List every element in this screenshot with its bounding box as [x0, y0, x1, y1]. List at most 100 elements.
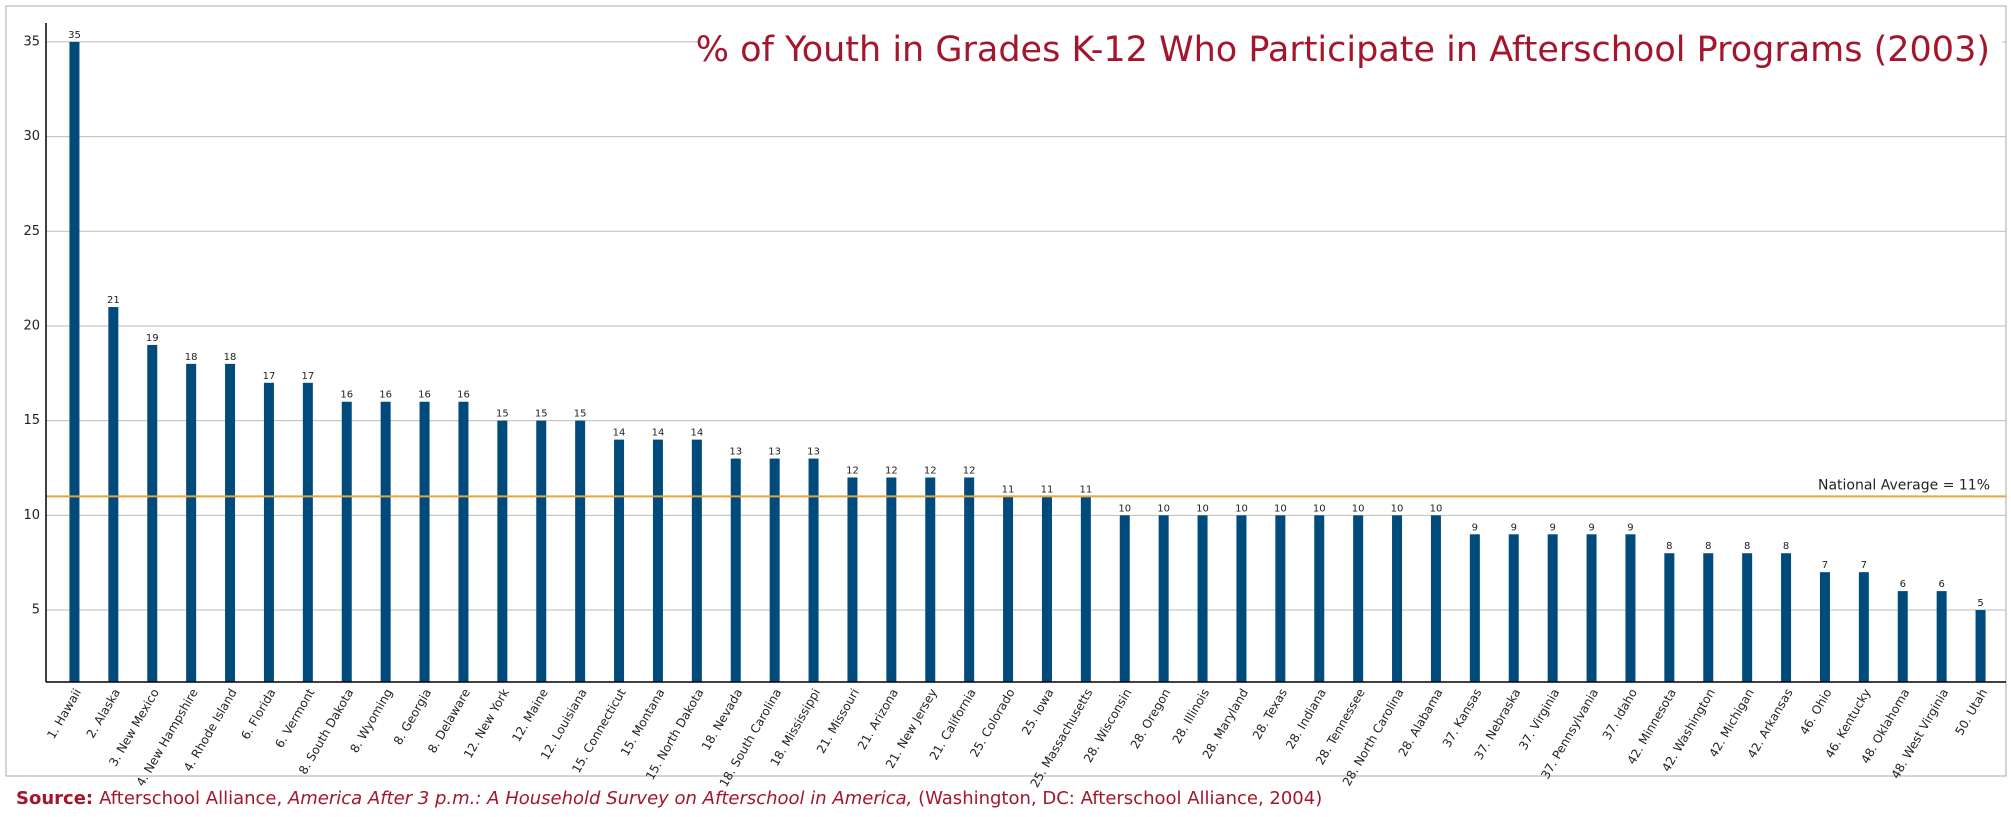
value-label: 15	[535, 409, 548, 420]
value-label: 12	[924, 465, 937, 476]
bar	[1392, 515, 1403, 682]
value-label: 10	[1352, 503, 1365, 514]
bar	[730, 458, 741, 682]
y-tick-label: 20	[23, 318, 40, 333]
bar	[1469, 534, 1480, 682]
x-tick-label: 1. Hawaii	[44, 686, 84, 741]
value-label: 18	[185, 352, 198, 363]
value-label: 17	[263, 371, 276, 382]
value-label: 17	[301, 371, 314, 382]
source-text: Afterschool Alliance,	[99, 788, 288, 809]
value-label: 19	[146, 333, 159, 344]
bar	[1547, 534, 1558, 682]
bar	[341, 401, 352, 682]
bar	[614, 439, 625, 682]
value-label: 16	[457, 390, 470, 401]
bar	[419, 401, 430, 682]
bar	[1858, 572, 1869, 682]
x-tick-label: 8. Wyoming	[347, 686, 395, 755]
bar	[1703, 553, 1714, 682]
bar	[1586, 534, 1597, 682]
frame	[5, 5, 2007, 777]
bar	[1353, 515, 1364, 682]
bar	[536, 420, 547, 682]
y-tick-label: 10	[23, 508, 40, 523]
bar	[458, 401, 469, 682]
value-label: 6	[1938, 579, 1944, 590]
bar	[1003, 496, 1014, 682]
source: Source: Afterschool Alliance, America Aft…	[16, 788, 1322, 809]
bar	[1314, 515, 1325, 682]
bar	[497, 420, 508, 682]
value-label: 35	[68, 30, 81, 41]
bar	[769, 458, 780, 682]
value-label: 10	[1118, 503, 1131, 514]
bar	[1236, 515, 1247, 682]
bar	[886, 477, 897, 682]
value-label: 13	[807, 447, 820, 458]
x-tick-label: 28. Illinois	[1170, 686, 1213, 746]
value-label: 12	[846, 465, 859, 476]
bar	[1819, 572, 1830, 682]
value-label: 10	[1157, 503, 1170, 514]
bar	[186, 363, 197, 682]
value-label: 12	[885, 465, 898, 476]
y-tick-label: 30	[23, 129, 40, 144]
bar	[1197, 515, 1208, 682]
x-tick-label: 28. Oregon	[1128, 686, 1174, 751]
bar	[925, 477, 936, 682]
value-label: 16	[340, 390, 353, 401]
bar	[225, 363, 236, 682]
value-label: 9	[1588, 522, 1594, 533]
x-tick-label: 46. Ohio	[1797, 686, 1834, 737]
value-label: 15	[574, 409, 587, 420]
value-label: 9	[1549, 522, 1555, 533]
x-tick-label: 37. Kansas	[1440, 686, 1485, 750]
bar	[964, 477, 975, 682]
source-label: Source:	[16, 788, 93, 809]
bar	[1664, 553, 1675, 682]
value-label: 10	[1391, 503, 1404, 514]
y-tick-label: 35	[23, 34, 40, 49]
bar	[691, 439, 702, 682]
x-tick-label: 28. Indiana	[1283, 686, 1329, 751]
bar	[1158, 515, 1169, 682]
value-label: 18	[224, 352, 237, 363]
y-tick-label: 15	[23, 413, 40, 428]
bar	[1781, 553, 1792, 682]
value-label: 8	[1783, 541, 1789, 552]
value-label: 9	[1627, 522, 1633, 533]
bar	[808, 458, 819, 682]
y-tick-label: 25	[23, 224, 40, 239]
value-label: 12	[963, 465, 976, 476]
x-tick-label: 2. Alaska	[84, 686, 123, 740]
value-label: 5	[1977, 598, 1983, 609]
bar	[108, 307, 119, 682]
title-background	[700, 24, 2002, 72]
value-label: 16	[379, 390, 392, 401]
source-title: America After 3 p.m.: A Household Survey…	[287, 788, 912, 809]
value-label: 9	[1472, 522, 1478, 533]
value-label: 7	[1861, 560, 1867, 571]
bar	[380, 401, 391, 682]
value-label: 16	[418, 390, 431, 401]
value-label: 10	[1430, 503, 1443, 514]
x-tick-label: 21. Arizona	[855, 686, 901, 752]
bar	[1080, 496, 1091, 682]
value-label: 8	[1666, 541, 1672, 552]
value-label: 10	[1196, 503, 1209, 514]
bar	[1897, 591, 1908, 682]
bar	[263, 382, 274, 682]
value-label: 7	[1822, 560, 1828, 571]
value-label: 10	[1235, 503, 1248, 514]
x-tick-label: 37. Idaho	[1600, 686, 1640, 742]
x-tick-label: 37. Virginia	[1516, 686, 1562, 752]
bar	[1275, 515, 1286, 682]
value-label: 10	[1274, 503, 1287, 514]
bar	[1742, 553, 1753, 682]
value-label: 8	[1705, 541, 1711, 552]
value-label: 10	[1313, 503, 1326, 514]
bar	[1430, 515, 1441, 682]
